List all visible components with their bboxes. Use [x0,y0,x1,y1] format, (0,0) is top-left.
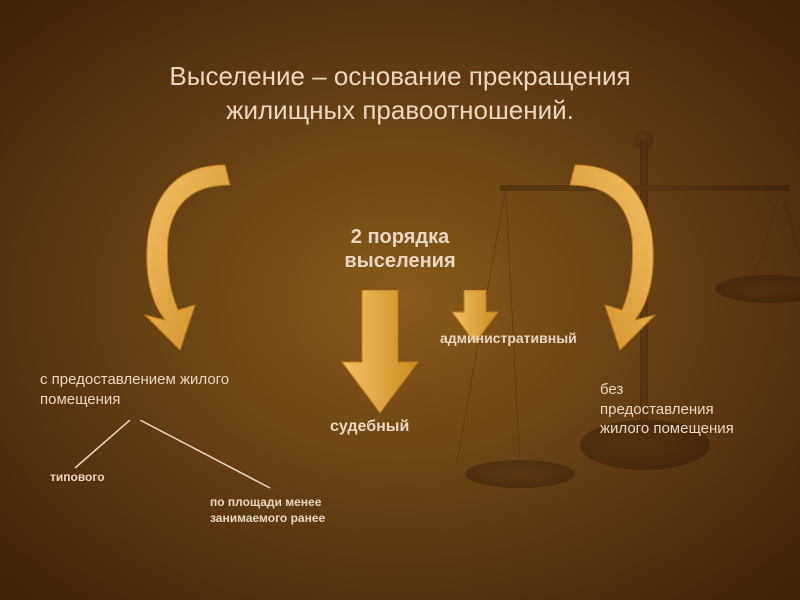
with-provision-line1: с предоставлением жилого [40,371,229,388]
subtitle-line1: 2 порядка [351,226,449,248]
label-with-provision: с предоставлением жилого помещения [40,370,229,409]
label-administrative: административный [440,330,577,346]
label-typical: типового [50,470,105,484]
without-provision-line1: без [600,381,623,398]
curved-arrow-right [540,150,670,355]
title-line2: жилищных правоотношений. [226,95,574,125]
subtitle-line2: выселения [344,250,455,272]
subtitle: 2 порядка выселения [344,225,455,273]
label-by-area: по площади менее занимаемого ранее [210,495,325,526]
by-area-line1: по площади менее [210,495,321,509]
label-judicial: судебный [330,418,409,436]
down-arrow-judicial [340,290,420,420]
without-provision-line3: жилого помещения [600,420,734,437]
curved-arrow-left [130,150,260,355]
main-title: Выселение – основание прекращения жилищн… [40,60,760,128]
without-provision-line2: предоставления [600,401,714,418]
title-line1: Выселение – основание прекращения [169,61,630,91]
by-area-line2: занимаемого ранее [210,511,325,525]
with-provision-line2: помещения [40,391,120,408]
label-without-provision: без предоставления жилого помещения [600,380,734,439]
